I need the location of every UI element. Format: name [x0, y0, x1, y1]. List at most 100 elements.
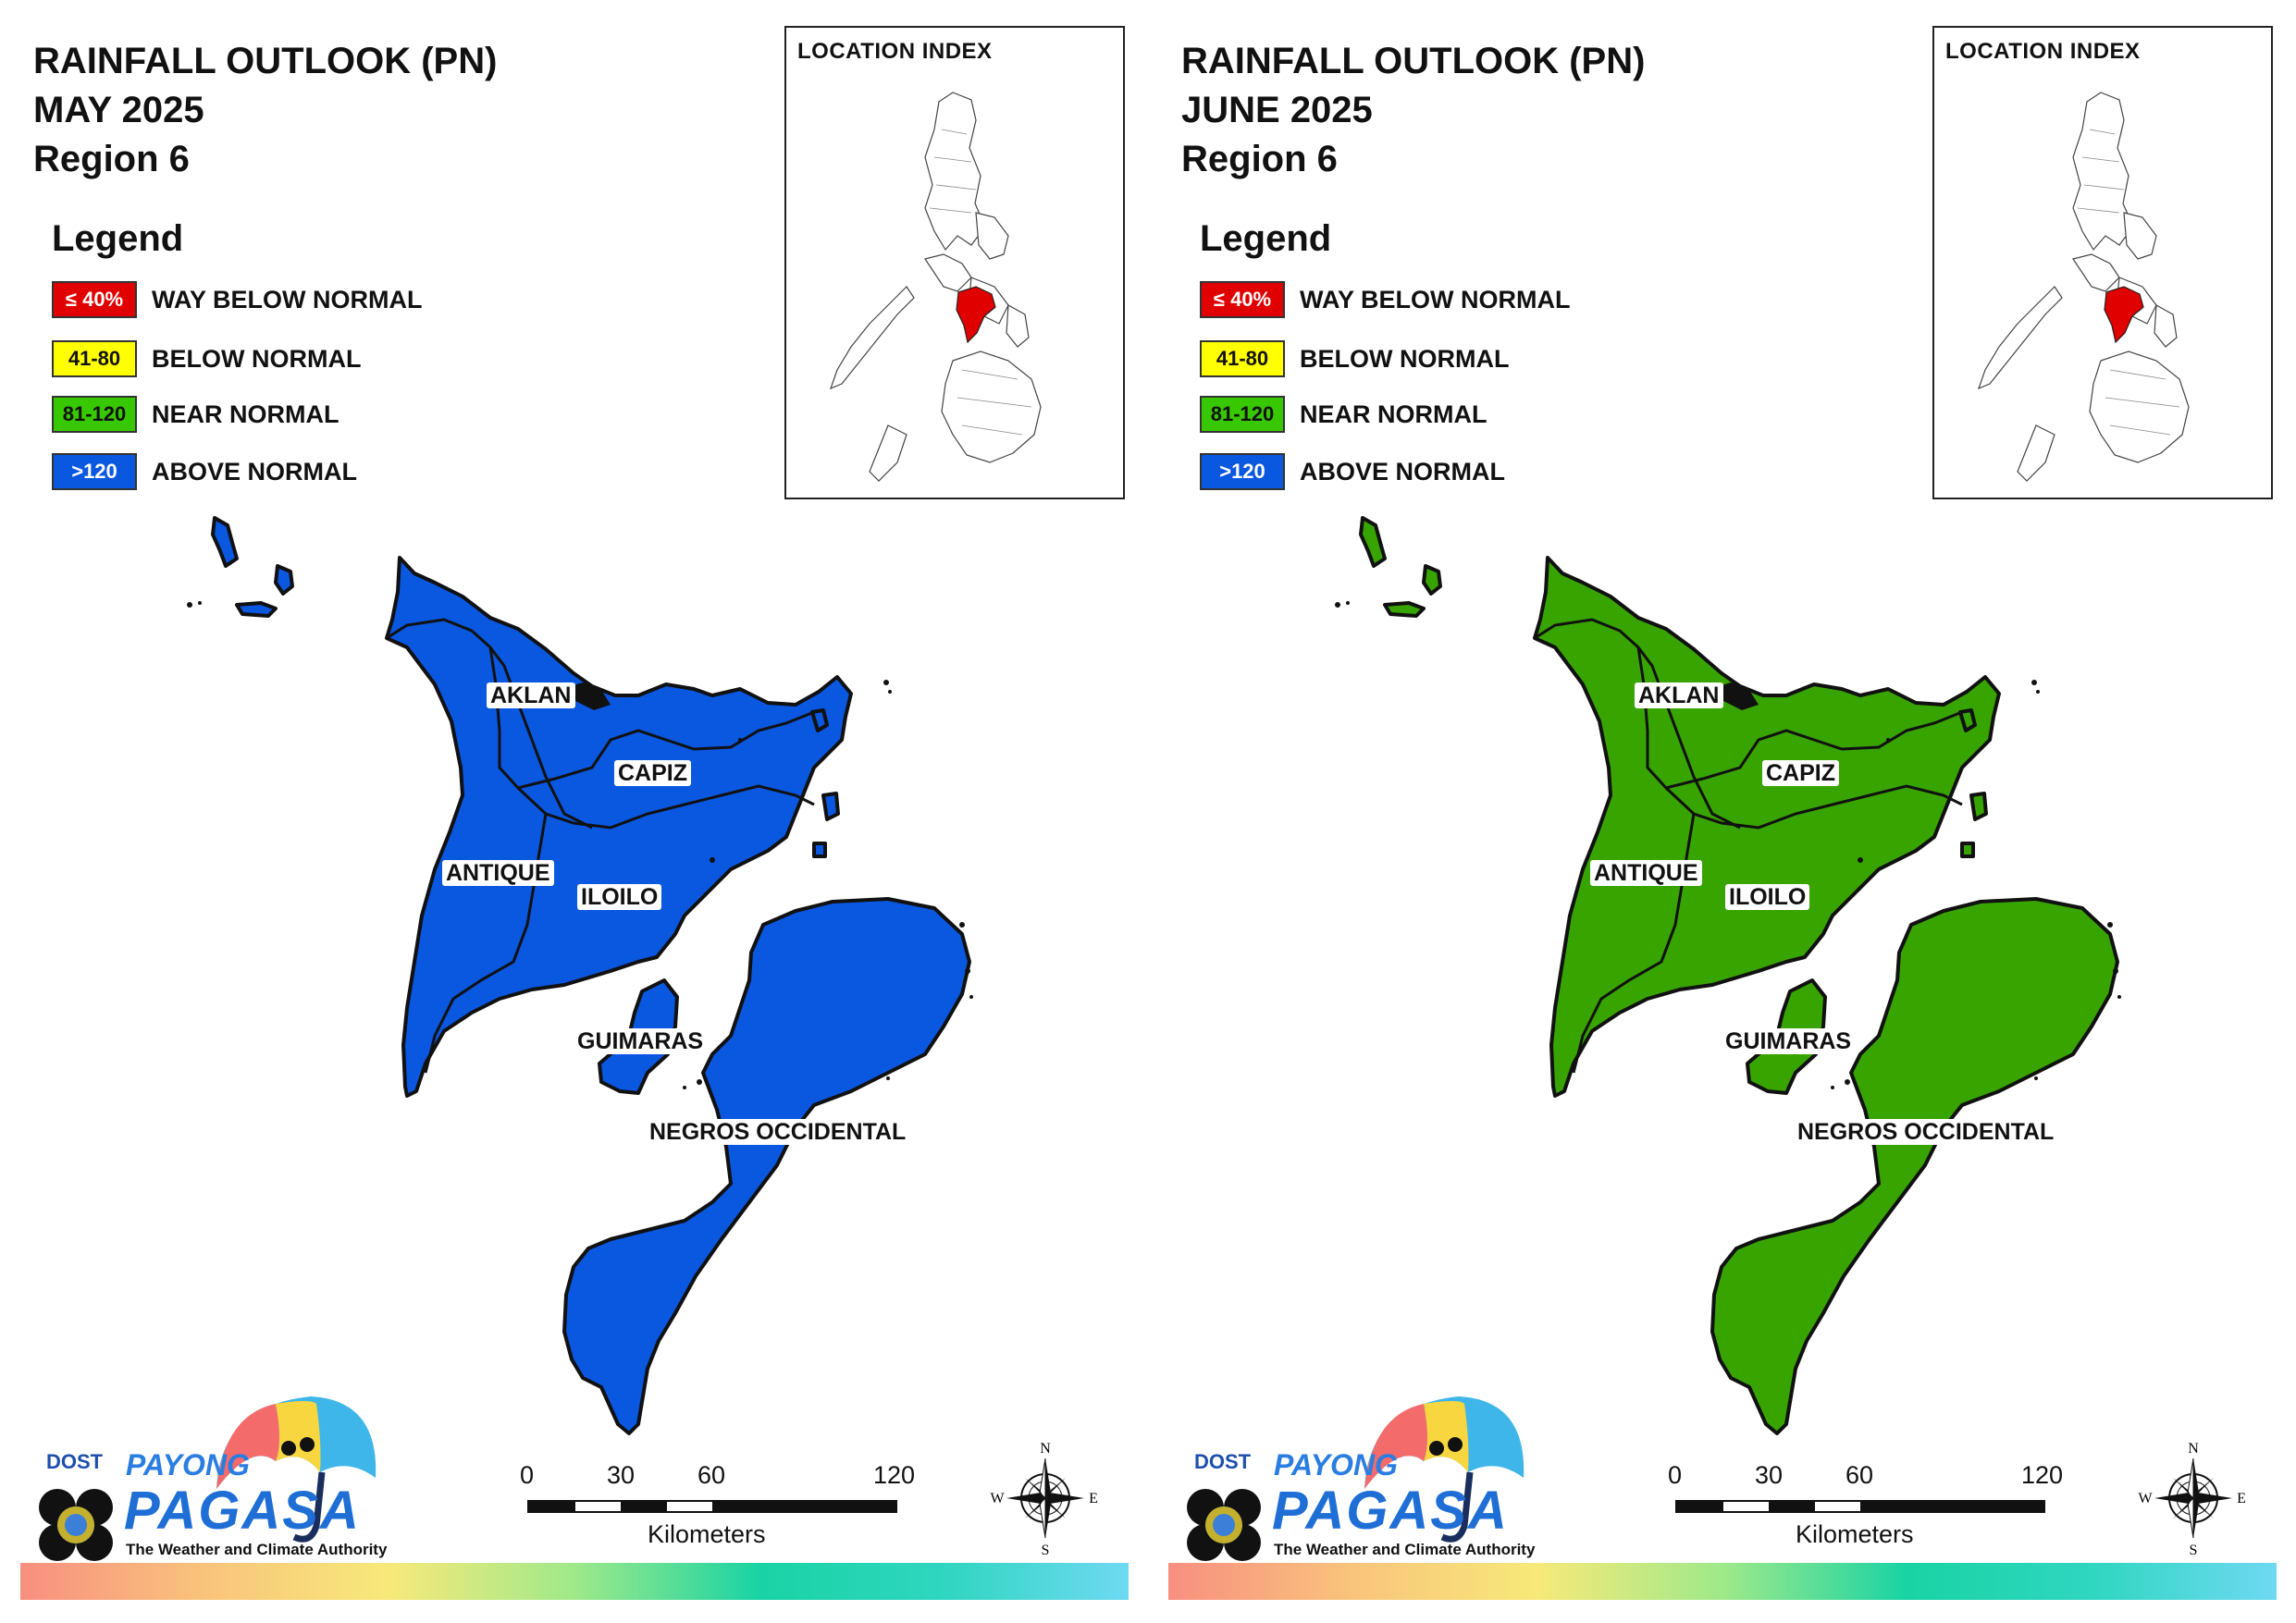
scale-tick-30: 30	[607, 1461, 636, 1489]
label-capiz: CAPIZ	[1762, 760, 1839, 786]
philippines-map	[1977, 92, 2190, 482]
legend-label: WAY BELOW NORMAL	[1300, 285, 1571, 314]
aklan-coast-dark	[564, 682, 611, 710]
payong-text: PAYONG	[126, 1448, 250, 1482]
legend-label: WAY BELOW NORMAL	[152, 285, 423, 314]
island-east-3	[1960, 842, 1975, 858]
legend-item-above-normal: >120 ABOVE NORMAL	[1200, 451, 1505, 492]
region-6-highlight	[956, 286, 996, 344]
label-guimaras: GUIMARAS	[1722, 1028, 1856, 1054]
legend-item-way-below-normal: ≤ 40% WAY BELOW NORMAL	[1200, 279, 1571, 320]
scale-tick-120: 120	[2021, 1461, 2064, 1489]
legend-label: BELOW NORMAL	[152, 344, 362, 373]
map-title: RAINFALL OUTLOOK (PN) JUNE 2025 Region 6	[1181, 37, 1645, 184]
scale-unit-label: Kilometers	[1796, 1520, 1914, 1548]
legend-swatch: >120	[1200, 453, 1285, 490]
north-arrow-compass: N E S W	[990, 1438, 1101, 1558]
legend-swatch: 81-120	[52, 396, 137, 433]
scale-tick-30: 30	[1755, 1461, 1784, 1489]
compass-n: N	[2188, 1441, 2199, 1457]
legend-title: Legend	[1200, 218, 1332, 259]
compass-e: E	[1089, 1491, 1098, 1506]
scale-tick-60: 60	[697, 1461, 726, 1489]
location-index-inset: LOCATION INDEX	[784, 26, 1125, 499]
legend-item-below-normal: 41-80 BELOW NORMAL	[1200, 338, 1509, 379]
scale-bar-graphic	[1675, 1500, 2045, 1513]
label-antique: ANTIQUE	[1590, 860, 1702, 886]
compass-n: N	[1040, 1441, 1051, 1457]
label-aklan: AKLAN	[487, 682, 575, 708]
compass-w: W	[990, 1491, 1005, 1506]
label-iloilo: ILOILO	[577, 884, 662, 910]
payong-pagasa-logo: DOST PAYONG PAGASA The Weather and Clima…	[33, 1387, 403, 1563]
title-line-2: JUNE 2025	[1181, 90, 1373, 130]
legend-item-way-below-normal: ≤ 40% WAY BELOW NORMAL	[52, 279, 423, 320]
pagasa-tagline: The Weather and Climate Authority	[126, 1541, 388, 1558]
scale-tick-0: 0	[1668, 1461, 1683, 1489]
legend-swatch: ≤ 40%	[52, 281, 137, 318]
compass-w: W	[2138, 1491, 2153, 1506]
legend-label: BELOW NORMAL	[1300, 344, 1510, 373]
pagasa-text: PAGASA	[1272, 1481, 1509, 1541]
island-cluster-north	[211, 516, 239, 568]
province-borders	[1534, 618, 1963, 1074]
scattered-islets	[187, 601, 973, 1089]
label-guimaras: GUIMARAS	[574, 1028, 708, 1054]
legend-label: ABOVE NORMAL	[152, 457, 357, 486]
label-negros-occidental: NEGROS OCCIDENTAL	[646, 1119, 910, 1145]
legend-swatch: 41-80	[52, 340, 137, 377]
legend-label: NEAR NORMAL	[152, 400, 339, 428]
island-east-1	[810, 708, 829, 732]
inset-title: LOCATION INDEX	[1945, 39, 2141, 64]
island-small-2	[1383, 601, 1426, 618]
compass-e: E	[2237, 1491, 2246, 1506]
island-small-1	[274, 564, 294, 596]
island-east-2	[821, 792, 840, 821]
dost-text: DOST	[46, 1450, 104, 1473]
umbrella-icon	[1187, 1396, 1524, 1561]
aklan-coast-dark	[1712, 682, 1759, 710]
title-line-3: Region 6	[33, 139, 190, 179]
legend-swatch: 41-80	[1200, 340, 1285, 377]
scale-tick-60: 60	[1845, 1461, 1874, 1489]
dost-emblem-icon	[1187, 1489, 1261, 1561]
island-east-3	[812, 842, 827, 858]
scale-bar: 0 30 60 120 Kilometers	[520, 1461, 915, 1554]
region-6-map	[1335, 516, 2121, 1435]
scale-tick-120: 120	[873, 1461, 916, 1489]
region-6-highlight	[2104, 286, 2144, 344]
label-iloilo: ILOILO	[1725, 884, 1810, 910]
compass-rose-icon: N E S W	[990, 1441, 1098, 1558]
legend-item-near-normal: 81-120 NEAR NORMAL	[1200, 394, 1487, 435]
pagasa-text: PAGASA	[124, 1481, 361, 1541]
label-aklan: AKLAN	[1635, 682, 1723, 708]
label-capiz: CAPIZ	[614, 760, 691, 786]
legend-label: NEAR NORMAL	[1300, 400, 1487, 428]
pagasa-tagline: The Weather and Climate Authority	[1274, 1541, 1536, 1558]
legend-title: Legend	[52, 218, 184, 259]
payong-text: PAYONG	[1274, 1448, 1398, 1482]
title-line-2: MAY 2025	[33, 90, 204, 130]
province-negros-occidental	[1710, 897, 2119, 1435]
island-east-2	[1969, 792, 1988, 821]
title-line-3: Region 6	[1181, 139, 1338, 179]
dost-text: DOST	[1194, 1450, 1252, 1473]
compass-s: S	[1042, 1543, 1050, 1558]
outlook-panel-june: RAINFALL OUTLOOK (PN) JUNE 2025 Region 6…	[1148, 0, 2296, 1623]
legend-swatch: ≤ 40%	[1200, 281, 1285, 318]
label-antique: ANTIQUE	[442, 860, 554, 886]
compass-s: S	[2190, 1543, 2198, 1558]
island-east-1	[1958, 708, 1977, 732]
scale-bar: 0 30 60 120 Kilometers	[1668, 1461, 2063, 1554]
region-6-map	[187, 516, 973, 1435]
title-line-1: RAINFALL OUTLOOK (PN)	[33, 41, 498, 81]
island-cluster-north	[1359, 516, 1387, 568]
scale-tick-0: 0	[520, 1461, 535, 1489]
legend-item-near-normal: 81-120 NEAR NORMAL	[52, 394, 339, 435]
footer-gradient-bar	[20, 1563, 1129, 1600]
footer-gradient-bar	[1168, 1563, 2277, 1600]
map-title: RAINFALL OUTLOOK (PN) MAY 2025 Region 6	[33, 37, 497, 184]
payong-pagasa-logo: DOST PAYONG PAGASA The Weather and Clima…	[1181, 1387, 1551, 1563]
legend-swatch: >120	[52, 453, 137, 490]
outlook-panel-may: RAINFALL OUTLOOK (PN) MAY 2025 Region 6 …	[20, 26, 1129, 1600]
